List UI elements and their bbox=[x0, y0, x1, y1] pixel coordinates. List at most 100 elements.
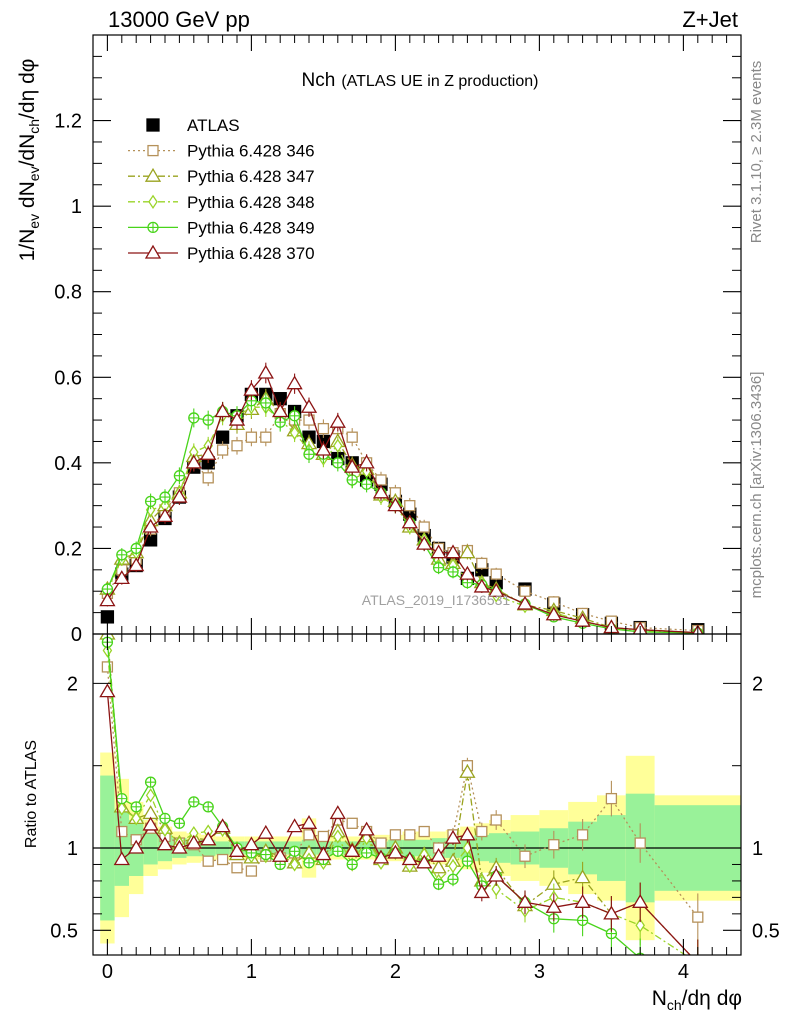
main-data-point-cross bbox=[145, 496, 156, 507]
main-data-point bbox=[200, 446, 217, 460]
ratio-data-point bbox=[131, 811, 141, 826]
main-data-point bbox=[476, 557, 488, 570]
energy-label: 13000 GeV pp bbox=[108, 7, 250, 32]
main-data-point-cross bbox=[174, 470, 185, 481]
ratio-data-point bbox=[272, 847, 289, 862]
ratio-data-point-cross bbox=[174, 818, 185, 829]
main-data-point-cross bbox=[347, 474, 358, 485]
main-data-point bbox=[260, 431, 272, 443]
legend-item: Pythia 6.428 347 bbox=[128, 167, 315, 186]
ratio-data-point bbox=[142, 816, 159, 831]
main-data-point bbox=[272, 403, 289, 418]
ratio-data-point bbox=[519, 850, 531, 862]
ratio-data-point bbox=[117, 801, 127, 816]
ratio-data-point bbox=[317, 830, 330, 843]
main-data-point bbox=[404, 499, 416, 512]
ratio-data-point bbox=[459, 763, 476, 778]
ratio-data-point bbox=[344, 843, 361, 857]
ratio-data-point bbox=[101, 661, 114, 673]
ratio-data-point bbox=[635, 918, 645, 933]
legend-label: Pythia 6.428 348 bbox=[187, 193, 315, 212]
main-y-tick-label: 0.2 bbox=[54, 538, 82, 560]
ratio-data-point bbox=[416, 854, 433, 869]
main-data-point bbox=[257, 364, 274, 379]
ratio-data-point bbox=[128, 839, 145, 854]
main-data-point bbox=[459, 565, 476, 580]
ratio-data-point bbox=[574, 894, 591, 908]
main-data-point bbox=[416, 535, 433, 550]
main-data-point bbox=[516, 595, 534, 610]
main-series-line bbox=[106, 406, 698, 634]
main-data-point bbox=[387, 497, 404, 512]
main-data-point bbox=[317, 422, 330, 435]
ratio-y-tick-label-right: 1 bbox=[752, 838, 763, 860]
main-data-point bbox=[289, 425, 300, 441]
main-data-point bbox=[245, 431, 258, 443]
legend-marker bbox=[146, 118, 160, 132]
ratio-data-point-cross bbox=[462, 856, 473, 867]
ratio-y-axis-label: Ratio to ATLAS bbox=[23, 740, 40, 848]
ratio-data-point-cross bbox=[116, 793, 127, 804]
main-data-point bbox=[490, 568, 502, 580]
ratio-data-point bbox=[245, 865, 258, 877]
ratio-data-point-cross bbox=[188, 796, 199, 807]
main-data-point bbox=[459, 544, 476, 559]
main-data-point bbox=[358, 454, 375, 469]
main-data-point bbox=[545, 606, 562, 621]
main-data-point bbox=[286, 375, 303, 390]
main-data-point-cross bbox=[131, 543, 142, 554]
main-data-point bbox=[128, 557, 145, 572]
ratio-y-tick-label-left: 1 bbox=[67, 838, 78, 860]
ratio-data-point bbox=[160, 822, 170, 838]
main-series-5 bbox=[99, 362, 704, 634]
ratio-data-point-cross bbox=[145, 777, 156, 788]
ratio-data-point bbox=[257, 824, 274, 839]
ratio-data-point bbox=[116, 825, 128, 838]
ratio-data-point bbox=[576, 829, 589, 841]
ratio-data-point bbox=[333, 829, 343, 844]
ratio-data-point bbox=[389, 829, 402, 841]
plot-title-main: Nch bbox=[302, 70, 336, 91]
ratio-series-line bbox=[106, 666, 699, 918]
main-y-tick-label: 0 bbox=[71, 624, 82, 646]
legend: ATLAS Pythia 6.428 346 Pythia 6.428 347 Pyt… bbox=[128, 116, 315, 263]
main-data-point bbox=[185, 454, 202, 469]
ratio-data-point-cross bbox=[433, 879, 444, 890]
ratio-data-point bbox=[459, 826, 476, 841]
main-data-point bbox=[228, 411, 246, 426]
main-data-point-cross bbox=[260, 397, 271, 408]
ratio-data-point bbox=[200, 831, 217, 846]
ratio-data-point bbox=[214, 818, 231, 833]
ratio-series-4 bbox=[99, 683, 699, 955]
ratio-data-point bbox=[491, 881, 501, 897]
ratio-data-point bbox=[142, 805, 159, 820]
ratio-data-point bbox=[430, 847, 447, 862]
main-data-point-cross bbox=[116, 549, 127, 560]
main-data-point-cross bbox=[448, 566, 458, 577]
main-data-point bbox=[113, 570, 130, 585]
ratio-data-point bbox=[488, 867, 505, 882]
ratio-data-point bbox=[693, 975, 703, 985]
main-data-point bbox=[418, 521, 430, 533]
ratio-data-point bbox=[444, 829, 462, 844]
ratio-y-tick-label-left: 2 bbox=[67, 673, 78, 695]
main-data-point bbox=[346, 431, 358, 443]
main-data-point bbox=[430, 544, 447, 559]
ratio-data-point bbox=[329, 805, 346, 820]
x-axis-label: Nch/dη dφ bbox=[652, 987, 742, 1013]
x-tick-label: 3 bbox=[534, 961, 545, 983]
main-data-point bbox=[444, 544, 462, 559]
ratio-y-tick-label-right: 2 bbox=[752, 673, 763, 695]
rivet-version-label: Rivet 3.1.10, ≥ 2.3M events bbox=[748, 61, 765, 244]
ratio-data-point bbox=[228, 843, 246, 857]
main-y-tick-label: 0.4 bbox=[54, 453, 82, 475]
ratio-data-point bbox=[99, 683, 116, 698]
main-data-point bbox=[231, 440, 243, 452]
ratio-data-point-cross bbox=[361, 847, 372, 858]
ratio-data-point bbox=[346, 817, 358, 829]
ratio-data-point bbox=[490, 814, 502, 826]
main-data-point bbox=[372, 484, 390, 499]
legend-marker bbox=[147, 144, 159, 157]
ratio-y-tick-label-right: 0.5 bbox=[752, 920, 780, 942]
